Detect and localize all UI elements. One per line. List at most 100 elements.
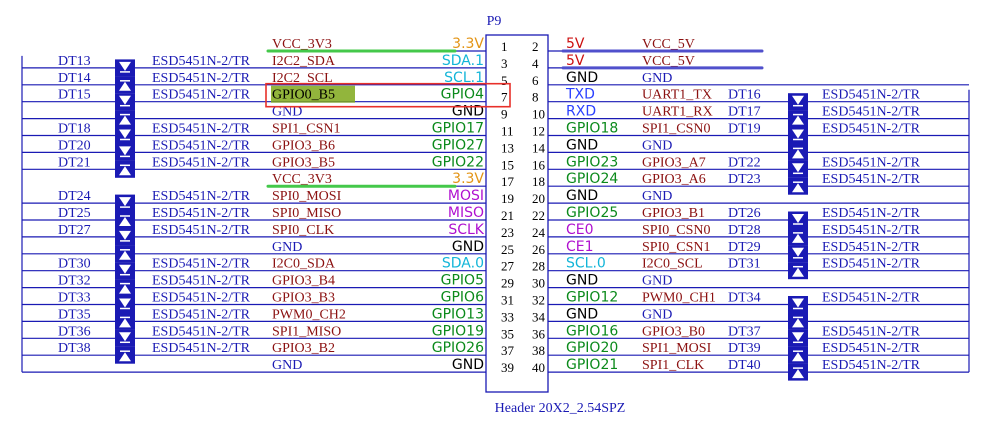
left-tvs-ref: DT35	[58, 307, 91, 322]
left-net-label: I2C2_SDA	[272, 54, 336, 69]
gpio0-b5-highlight-box	[265, 82, 511, 108]
right-net-label: GPIO3_A7	[642, 155, 706, 170]
right-net-label: I2C0_SCL	[642, 257, 703, 272]
left-esd-diode-triangle	[119, 298, 131, 308]
pin-number-right: 12	[532, 124, 545, 139]
left-function-label: GPIO19	[432, 323, 484, 339]
right-net-label: SPI0_CSN0	[642, 223, 710, 238]
right-esd-part: ESD5451N-2/TR	[822, 122, 921, 137]
left-function-label: SDA.1	[442, 53, 484, 69]
right-esd-part: ESD5451N-2/TR	[822, 324, 921, 339]
left-function-label: MISO	[448, 205, 484, 221]
left-function-label: SCL.1	[444, 70, 484, 86]
left-function-label: 3.3V	[452, 171, 484, 187]
left-esd-part: ESD5451N-2/TR	[152, 291, 251, 306]
left-net-label: VCC_3V3	[272, 172, 332, 187]
left-esd-part: ESD5451N-2/TR	[152, 88, 251, 103]
left-net-label-highlighted: GPIO0_B5	[272, 88, 335, 103]
left-tvs-ref: DT30	[58, 257, 91, 272]
left-function-label: GPIO13	[432, 306, 484, 322]
left-function-label: GPIO26	[432, 340, 484, 356]
right-function-label: GND	[566, 188, 598, 204]
left-net-label: GND	[272, 240, 302, 255]
left-function-label: GPIO6	[441, 290, 484, 306]
pin-number-left: 37	[501, 343, 515, 358]
right-function-label: GPIO20	[566, 340, 618, 356]
left-net-label: SPI0_CLK	[272, 223, 334, 238]
pin-number-left: 7	[501, 90, 508, 105]
right-esd-diode-triangle	[792, 298, 804, 308]
left-tvs-ref: DT18	[58, 122, 91, 137]
left-tvs-ref: DT32	[58, 274, 91, 289]
pin-number-left: 3	[501, 56, 508, 71]
pin-number-right: 20	[532, 191, 545, 206]
right-function-label: GND	[566, 273, 598, 289]
left-esd-diode-triangle	[119, 95, 131, 105]
right-function-label: CE0	[566, 222, 594, 238]
right-net-label: GND	[642, 307, 672, 322]
pin-number-left: 31	[501, 293, 514, 308]
connector-body	[485, 34, 549, 393]
right-esd-diode-triangle	[792, 233, 804, 243]
right-tvs-ref: DT29	[728, 240, 761, 255]
right-esd-part: ESD5451N-2/TR	[822, 206, 921, 221]
right-esd-part: ESD5451N-2/TR	[822, 240, 921, 255]
left-tvs-ref: DT38	[58, 341, 91, 356]
right-esd-part: ESD5451N-2/TR	[822, 291, 921, 306]
pin-number-right: 34	[532, 309, 546, 324]
right-esd-part: ESD5451N-2/TR	[822, 358, 921, 373]
right-function-label: GND	[566, 137, 598, 153]
pin-number-right: 30	[532, 276, 545, 291]
right-function-label: RXD	[566, 104, 596, 120]
right-esd-diode-triangle	[792, 352, 804, 362]
left-esd-part: ESD5451N-2/TR	[152, 155, 251, 170]
right-function-label: GPIO25	[566, 205, 618, 221]
right-net-label: UART1_TX	[642, 88, 712, 103]
pin-number-left: 21	[501, 208, 514, 223]
left-esd-diode-triangle	[119, 332, 131, 342]
left-esd-part: ESD5451N-2/TR	[152, 71, 251, 86]
pin-number-left: 33	[501, 309, 514, 324]
right-esd-diode-triangle	[792, 369, 804, 379]
right-function-label: GPIO21	[566, 357, 618, 373]
pin-number-right: 28	[532, 259, 545, 274]
right-tvs-ref: DT26	[728, 206, 761, 221]
right-net-label: GND	[642, 138, 672, 153]
pin-number-right: 38	[532, 343, 545, 358]
pin-number-right: 22	[532, 208, 545, 223]
left-function-label: MOSI	[448, 188, 484, 204]
left-esd-part: ESD5451N-2/TR	[152, 138, 251, 153]
left-esd-part: ESD5451N-2/TR	[152, 223, 251, 238]
right-net-label: VCC_5V	[642, 54, 695, 69]
pin-number-left: 35	[501, 326, 514, 341]
left-tvs-ref: DT25	[58, 206, 91, 221]
right-tvs-ref: DT39	[728, 341, 761, 356]
right-net-label: GPIO3_A6	[642, 172, 706, 187]
left-esd-part: ESD5451N-2/TR	[152, 189, 251, 204]
pin-number-right: 26	[532, 242, 546, 257]
header-ref: P9	[487, 14, 502, 29]
left-tvs-ref: DT33	[58, 291, 91, 306]
right-tvs-ref: DT31	[728, 257, 761, 272]
right-net-label: SPI1_CLK	[642, 358, 704, 373]
right-tvs-ref: DT22	[728, 155, 761, 170]
pin-number-right: 14	[532, 140, 546, 155]
right-function-label: GPIO16	[566, 323, 618, 339]
right-esd-part: ESD5451N-2/TR	[822, 88, 921, 103]
right-esd-diode-triangle	[792, 214, 804, 223]
left-net-label: I2C2_SCL	[272, 71, 333, 86]
pin-number-right: 10	[532, 107, 545, 122]
pin-number-left: 19	[501, 191, 514, 206]
right-tvs-ref: DT28	[728, 223, 761, 238]
left-tvs-ref: DT15	[58, 88, 91, 103]
right-esd-diode-triangle	[792, 115, 804, 125]
pin-number-left: 11	[501, 124, 514, 139]
left-esd-diode-triangle	[119, 264, 131, 274]
right-esd-diode-triangle	[792, 129, 804, 139]
right-function-label: GND	[566, 306, 598, 322]
right-net-label: GND	[642, 71, 672, 86]
pin-number-right: 8	[532, 90, 539, 105]
left-net-label: SPI1_CSN1	[272, 122, 340, 137]
pin-number-right: 16	[532, 157, 546, 172]
